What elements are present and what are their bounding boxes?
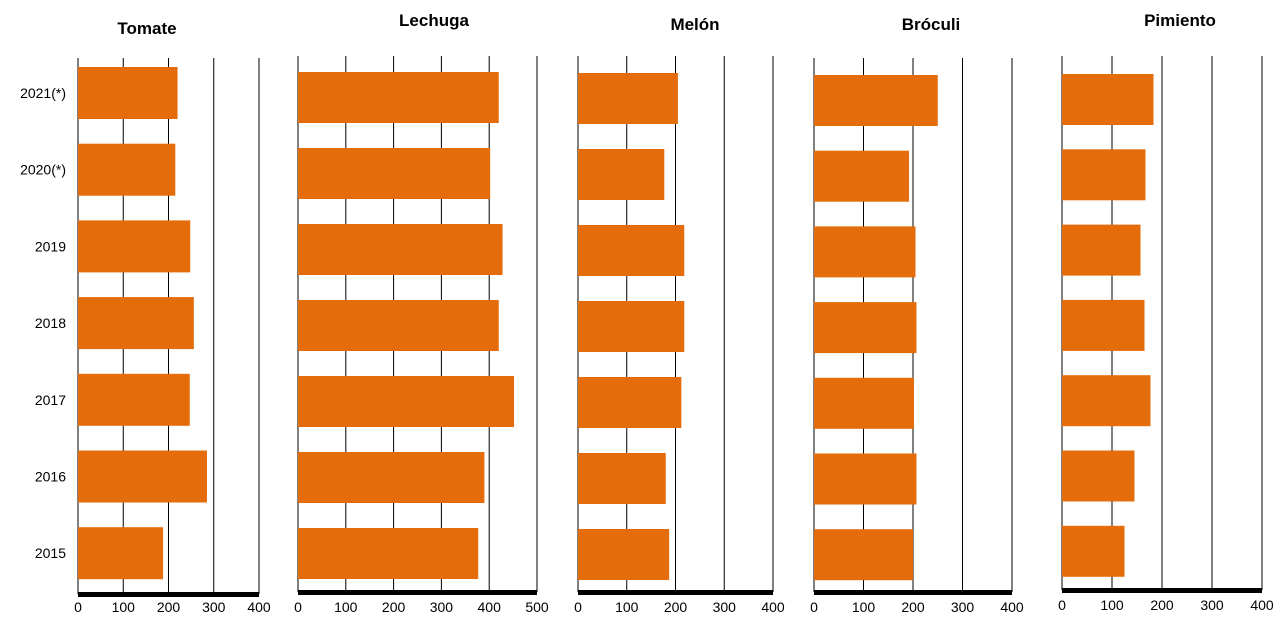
tick-label-3: 300 bbox=[1200, 597, 1224, 613]
bar-0 bbox=[1062, 74, 1154, 125]
bar-6 bbox=[814, 529, 913, 581]
panel-title: Bróculi bbox=[902, 15, 961, 34]
chart-panel-1: Lechuga 0 100 200 300 400 500 bbox=[294, 11, 549, 615]
bar-2 bbox=[1062, 224, 1141, 276]
bar-4 bbox=[814, 377, 914, 429]
panel-title: Tomate bbox=[117, 19, 176, 38]
tick-label-3: 300 bbox=[713, 599, 737, 615]
bar-1 bbox=[578, 149, 665, 200]
tick-label-1: 100 bbox=[852, 599, 876, 615]
tick-label-0: 0 bbox=[810, 599, 818, 615]
tick-label-0: 0 bbox=[74, 599, 82, 615]
panel-title: Melón bbox=[670, 15, 719, 34]
bar-2 bbox=[298, 224, 503, 275]
tick-label-1: 100 bbox=[334, 599, 358, 615]
category-label: 2019 bbox=[35, 238, 66, 254]
tick-label-4: 400 bbox=[478, 599, 502, 615]
tick-label-4: 400 bbox=[247, 599, 271, 615]
bar-3 bbox=[1062, 299, 1145, 351]
tick-label-3: 300 bbox=[951, 599, 975, 615]
bar-3 bbox=[578, 301, 685, 352]
bar-5 bbox=[298, 452, 485, 503]
bar-2 bbox=[578, 225, 685, 276]
tick-label-4: 400 bbox=[1000, 599, 1024, 615]
tick-label-2: 200 bbox=[901, 599, 925, 615]
category-label: 2021(*) bbox=[20, 85, 66, 101]
chart-panel-2: Melón 0 100 200 300 400 bbox=[574, 15, 785, 615]
bar-1 bbox=[78, 143, 176, 196]
bar-6 bbox=[298, 528, 479, 579]
tick-label-1: 100 bbox=[112, 599, 136, 615]
bar-5 bbox=[1062, 450, 1135, 502]
tick-label-3: 300 bbox=[430, 599, 454, 615]
bar-4 bbox=[298, 376, 515, 427]
category-label: 2016 bbox=[35, 469, 66, 485]
bar-0 bbox=[578, 73, 678, 124]
bar-6 bbox=[578, 529, 670, 580]
category-label: 2017 bbox=[35, 392, 66, 408]
bar-1 bbox=[1062, 149, 1146, 201]
bar-4 bbox=[78, 373, 190, 426]
bar-5 bbox=[578, 453, 666, 504]
bar-5 bbox=[78, 450, 207, 503]
tick-label-4: 400 bbox=[761, 599, 785, 615]
x-axis-line bbox=[1062, 588, 1262, 593]
bar-1 bbox=[298, 148, 491, 199]
x-axis-line bbox=[298, 590, 537, 595]
bar-3 bbox=[298, 300, 499, 351]
x-axis-line bbox=[578, 590, 773, 595]
tick-label-5: 500 bbox=[525, 599, 549, 615]
bar-3 bbox=[78, 297, 194, 350]
chart-panel-4: Pimiento 0 100 200 300 400 bbox=[1058, 11, 1274, 613]
x-axis-line bbox=[78, 592, 259, 597]
bar-3 bbox=[814, 302, 917, 354]
chart-panel-3: Bróculi 0 100 200 300 400 bbox=[810, 15, 1024, 615]
tick-label-0: 0 bbox=[294, 599, 302, 615]
bar-5 bbox=[814, 453, 917, 505]
tick-label-4: 400 bbox=[1250, 597, 1274, 613]
bar-4 bbox=[1062, 375, 1151, 427]
bar-4 bbox=[578, 377, 682, 428]
category-label: 2018 bbox=[35, 315, 66, 331]
tick-label-0: 0 bbox=[1058, 597, 1066, 613]
tick-label-2: 200 bbox=[157, 599, 181, 615]
bar-2 bbox=[78, 220, 191, 273]
bar-6 bbox=[78, 527, 164, 580]
bar-0 bbox=[298, 72, 499, 123]
bar-2 bbox=[814, 226, 916, 278]
x-axis-line bbox=[814, 590, 1012, 595]
bar-6 bbox=[1062, 525, 1125, 577]
bar-1 bbox=[814, 150, 910, 202]
bar-0 bbox=[78, 67, 178, 119]
tick-label-1: 100 bbox=[615, 599, 639, 615]
category-label: 2015 bbox=[35, 545, 66, 561]
panel-title: Lechuga bbox=[399, 11, 469, 30]
tick-label-2: 200 bbox=[664, 599, 688, 615]
panel-title: Pimiento bbox=[1144, 11, 1216, 30]
chart-panel-0: Tomate 2021(*) 2020(*) 2019 2018 2017 2016 2015… bbox=[20, 19, 271, 615]
tick-label-0: 0 bbox=[574, 599, 582, 615]
tick-label-2: 200 bbox=[382, 599, 406, 615]
tick-label-3: 300 bbox=[202, 599, 226, 615]
category-label: 2020(*) bbox=[20, 162, 66, 178]
bar-0 bbox=[814, 75, 938, 126]
tick-label-2: 200 bbox=[1150, 597, 1174, 613]
tick-label-1: 100 bbox=[1100, 597, 1124, 613]
